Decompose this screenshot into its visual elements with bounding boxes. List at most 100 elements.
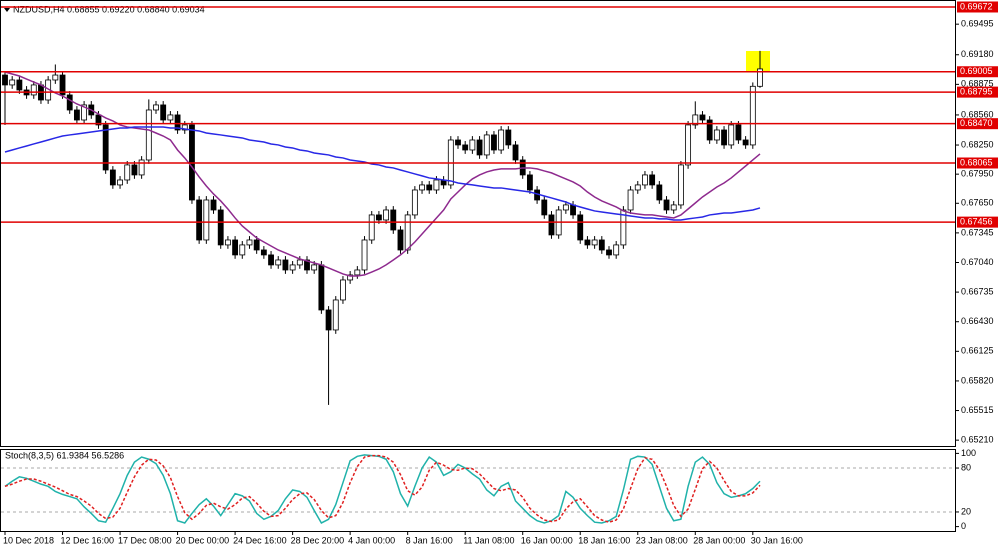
level-label: 0.68065 — [960, 157, 993, 167]
candle-body — [282, 259, 289, 271]
candle-body — [239, 244, 246, 256]
candle-body — [296, 259, 303, 266]
level-label-box — [957, 216, 998, 228]
y-tick-label: 0.69180 — [961, 49, 994, 59]
candle-body — [246, 239, 253, 246]
candle-body — [505, 129, 512, 146]
level-label-box — [957, 118, 998, 130]
candle-body — [627, 189, 634, 211]
x-tick-label: 4 Jan 00:00 — [348, 535, 395, 545]
candle-body — [275, 259, 282, 266]
candle-body — [577, 214, 584, 241]
x-tick-label: 30 Jan 16:00 — [751, 535, 803, 545]
candle-body — [224, 239, 231, 246]
candle-body — [404, 214, 411, 251]
y-tick-label: 0.67950 — [961, 169, 994, 179]
candle-body — [735, 124, 742, 141]
level-label-box — [957, 1, 998, 13]
y-tick-label: 0.67650 — [961, 198, 994, 208]
candle-body — [570, 204, 576, 216]
candle-body — [721, 129, 727, 146]
candle-body — [742, 139, 749, 146]
candle-body — [397, 229, 404, 251]
candle-body — [73, 109, 80, 121]
candle-body — [361, 239, 368, 271]
candle-body — [325, 309, 332, 331]
y-tick-label: 0.68560 — [961, 109, 994, 119]
stoch-title: Stoch(8,3,5) 61.9384 56.5286 — [5, 450, 124, 460]
candle-body — [613, 244, 620, 256]
candle-body — [289, 264, 296, 271]
stoch-panel-frame — [0, 449, 956, 532]
level-label-box — [957, 157, 998, 169]
y-tick-label: 0.65820 — [961, 375, 994, 385]
level-label: 0.67456 — [960, 216, 993, 226]
x-tick-label: 17 Dec 08:00 — [118, 535, 172, 545]
x-tick-label: 11 Jan 08:00 — [463, 535, 514, 545]
candle-body — [512, 144, 519, 161]
x-tick-label: 20 Dec 00:00 — [176, 535, 230, 545]
candle-body — [232, 239, 239, 256]
candle-body — [368, 214, 375, 241]
y-tick-label: 0.66430 — [961, 316, 994, 326]
candle-body — [426, 184, 433, 191]
candle-body — [340, 279, 346, 301]
candle-body — [606, 249, 612, 256]
candle-body — [174, 114, 181, 131]
candle-body — [383, 209, 390, 221]
candle-body — [541, 199, 548, 216]
candle-body — [52, 74, 59, 81]
highlight-box — [746, 51, 770, 72]
candle-body — [332, 299, 339, 331]
candle-body — [117, 179, 123, 186]
candle-body — [30, 84, 37, 96]
x-tick-label: 28 Dec 20:00 — [291, 535, 345, 545]
candle-body — [2, 74, 8, 86]
candle-body — [375, 214, 382, 221]
candle-body — [757, 68, 763, 87]
level-label: 0.68795 — [960, 87, 993, 97]
candle-body — [411, 189, 418, 216]
candle-body — [749, 85, 756, 146]
candle-body — [160, 104, 167, 121]
candle-body — [153, 104, 159, 111]
candle-body — [728, 124, 735, 146]
candle-body — [706, 119, 713, 141]
level-label: 0.69005 — [960, 66, 993, 76]
candle-body — [685, 124, 692, 166]
candle-body — [462, 144, 469, 151]
y-tick-label: 0.67040 — [961, 257, 994, 267]
stochastic-line — [4, 454, 761, 524]
candle-body — [203, 199, 210, 241]
candle-body — [483, 134, 490, 156]
candle-body — [634, 184, 641, 191]
x-tick-label: 18 Jan 16:00 — [578, 535, 630, 545]
candle-body — [455, 139, 461, 146]
x-tick-label: 8 Jan 16:00 — [406, 535, 453, 545]
candle-body — [268, 254, 274, 266]
candle-body — [642, 174, 648, 186]
candle-body — [548, 214, 555, 236]
y-tick-label: 0.68250 — [961, 139, 994, 149]
y-tick-label: 0.65515 — [961, 405, 994, 415]
stoch-tick-label: 80 — [961, 462, 971, 472]
level-label: 0.69672 — [960, 1, 993, 11]
chart-title: NZDUSD,H4 0.68855 0.69220 0.68840 0.6903… — [13, 4, 205, 14]
candle-body — [318, 264, 325, 311]
candle-body — [102, 124, 109, 171]
stochastic-line — [4, 454, 761, 523]
stoch-tick-label: 100 — [961, 448, 976, 458]
y-tick-label: 0.68875 — [961, 79, 994, 89]
candle-body — [253, 239, 260, 251]
candle-body — [433, 179, 440, 191]
candle-body — [131, 164, 138, 176]
candle-body — [476, 139, 483, 156]
candle-body — [66, 94, 73, 111]
candle-body — [713, 129, 720, 141]
level-label: 0.68470 — [960, 118, 993, 128]
candle-body — [16, 79, 23, 91]
candle-body — [109, 169, 116, 186]
candle-body — [677, 164, 684, 206]
candle-body — [196, 199, 203, 241]
